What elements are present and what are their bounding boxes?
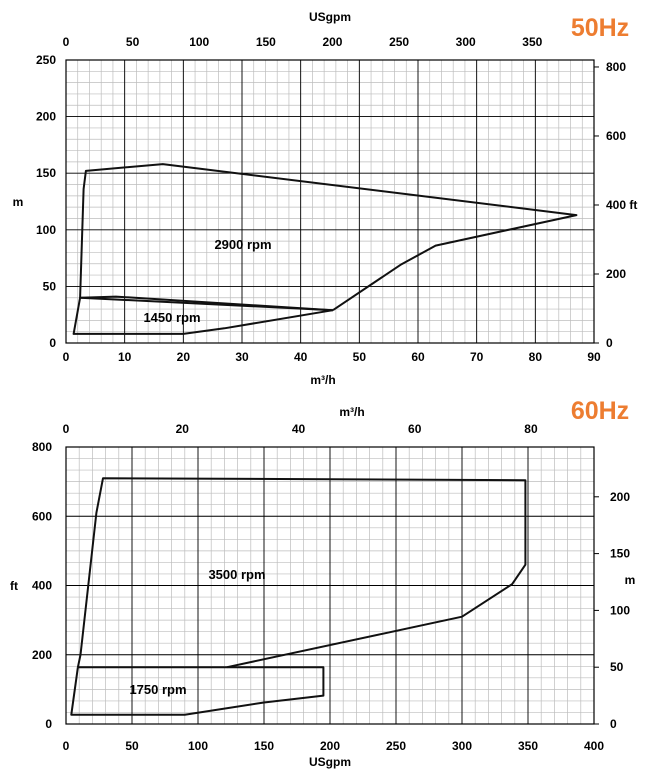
x-top-tick-label: 0	[63, 422, 70, 436]
x-tick-label: 60	[411, 350, 425, 364]
x-top-tick-label: 60	[408, 422, 422, 436]
x-tick-label: 30	[235, 350, 249, 364]
y-tick-label: 600	[32, 509, 52, 523]
frequency-badge: 60Hz	[571, 397, 629, 425]
chart-marks	[70, 163, 578, 716]
x-top-tick-label: 150	[256, 35, 276, 49]
y-axis-label: ft	[10, 579, 18, 593]
x-tick-label: 80	[529, 350, 543, 364]
y-right-tick-label: 0	[606, 336, 613, 350]
x-axis-label: m³/h	[310, 373, 335, 387]
x-tick-label: 90	[587, 350, 601, 364]
x-tick-label: 200	[320, 739, 340, 753]
y-right-tick-label: 150	[610, 547, 630, 561]
y-right-tick-label: 50	[610, 660, 624, 674]
x-top-tick-label: 300	[456, 35, 476, 49]
chart-labels: 0 10 20 30 40 50 60 70 80 900 50 100 150 200 250 300 350…	[10, 10, 637, 769]
y-tick-label: 250	[36, 53, 56, 67]
y-right-tick-label: 200	[610, 490, 630, 504]
curve-2900-rpm	[79, 163, 578, 312]
x-tick-label: 0	[63, 350, 70, 364]
curve-3500-rpm	[76, 477, 527, 669]
x-tick-label: 0	[63, 739, 70, 753]
curve-1750-rpm	[70, 666, 325, 716]
series-label: 1750 rpm	[129, 682, 186, 697]
y-tick-label: 150	[36, 166, 56, 180]
y-right-axis-label: m	[625, 573, 636, 587]
x-tick-label: 70	[470, 350, 484, 364]
y-tick-label: 0	[49, 336, 56, 350]
grid-50hz	[65, 59, 595, 344]
x-top-tick-label: 80	[524, 422, 538, 436]
y-axis-label: m	[13, 195, 24, 209]
series-label: 2900 rpm	[214, 237, 271, 252]
x-top-tick-label: 250	[389, 35, 409, 49]
x-tick-label: 400	[584, 739, 604, 753]
y-right-tick-label: 100	[610, 603, 630, 617]
x-tick-label: 40	[294, 350, 308, 364]
y-tick-label: 200	[32, 648, 52, 662]
y-tick-label: 50	[43, 279, 57, 293]
curve-1450-rpm	[72, 295, 334, 335]
x-axis-label: USgpm	[309, 755, 351, 769]
x-tick-label: 150	[254, 739, 274, 753]
x-tick-label: 300	[452, 739, 472, 753]
frequency-badge: 50Hz	[571, 14, 629, 42]
y-tick-label: 800	[32, 440, 52, 454]
series-label: 3500 rpm	[208, 567, 265, 582]
y-right-tick-label: 0	[610, 717, 617, 731]
x-tick-label: 250	[386, 739, 406, 753]
plot-frame	[65, 446, 595, 725]
x-tick-label: 350	[518, 739, 538, 753]
x-top-axis-label: USgpm	[309, 10, 351, 24]
x-top-tick-label: 200	[322, 35, 342, 49]
y-tick-label: 200	[36, 110, 56, 124]
x-top-axis-label: m³/h	[339, 405, 364, 419]
x-tick-label: 20	[177, 350, 191, 364]
y-right-tick-label: 800	[606, 60, 626, 74]
x-tick-label: 100	[188, 739, 208, 753]
y-right-tick-label: 200	[606, 267, 626, 281]
x-tick-label: 50	[353, 350, 367, 364]
x-top-tick-label: 350	[522, 35, 542, 49]
x-top-tick-label: 20	[176, 422, 190, 436]
x-top-tick-label: 50	[126, 35, 140, 49]
x-top-tick-label: 100	[189, 35, 209, 49]
y-right-tick-label: 400 ft	[606, 198, 637, 212]
y-tick-label: 400	[32, 579, 52, 593]
x-top-tick-label: 0	[63, 35, 70, 49]
x-tick-label: 50	[125, 739, 139, 753]
y-tick-label: 100	[36, 223, 56, 237]
y-right-tick-label: 600	[606, 129, 626, 143]
y-tick-label: 0	[45, 717, 52, 731]
x-tick-label: 10	[118, 350, 132, 364]
series-label: 1450 rpm	[143, 310, 200, 325]
x-top-tick-label: 40	[292, 422, 306, 436]
plot-frame	[65, 59, 595, 344]
